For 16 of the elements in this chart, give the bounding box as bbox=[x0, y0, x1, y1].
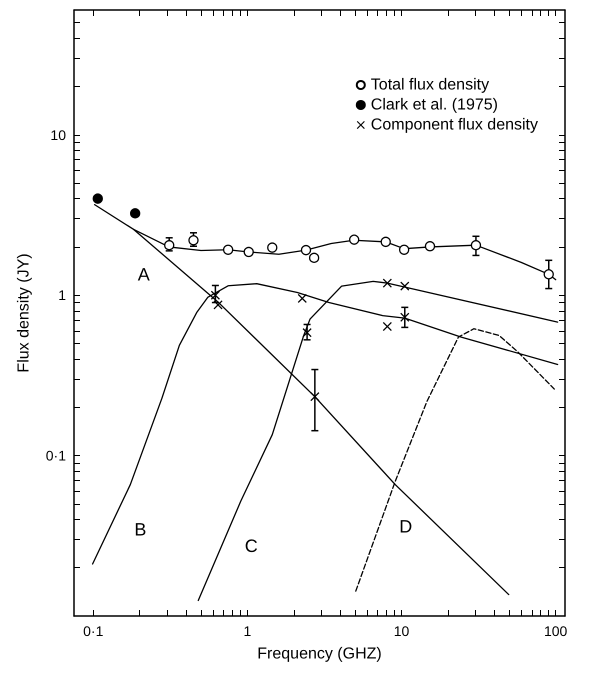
x-tick-label: 0·1 bbox=[83, 623, 104, 639]
y-tick-label: 0·1 bbox=[46, 448, 66, 464]
series-label: C bbox=[244, 536, 258, 556]
series-label: A bbox=[138, 264, 150, 284]
y-axis-title: Flux density (JY) bbox=[16, 253, 32, 373]
legend-label: Clark et al. (1975) bbox=[370, 96, 498, 114]
legend-label: Total flux density bbox=[370, 76, 490, 94]
x-tick-label: 10 bbox=[394, 623, 410, 639]
y-tick-label: 10 bbox=[50, 126, 66, 143]
x-tick-label: 1 bbox=[243, 623, 252, 639]
x-axis-title: Frequency (GHZ) bbox=[257, 646, 382, 662]
series-label: D bbox=[399, 516, 412, 536]
legend-label: Component flux density bbox=[370, 116, 538, 134]
y-tick-label: 1 bbox=[58, 287, 66, 304]
x-tick-label: 100 bbox=[544, 623, 568, 639]
series-label: B bbox=[134, 520, 146, 540]
